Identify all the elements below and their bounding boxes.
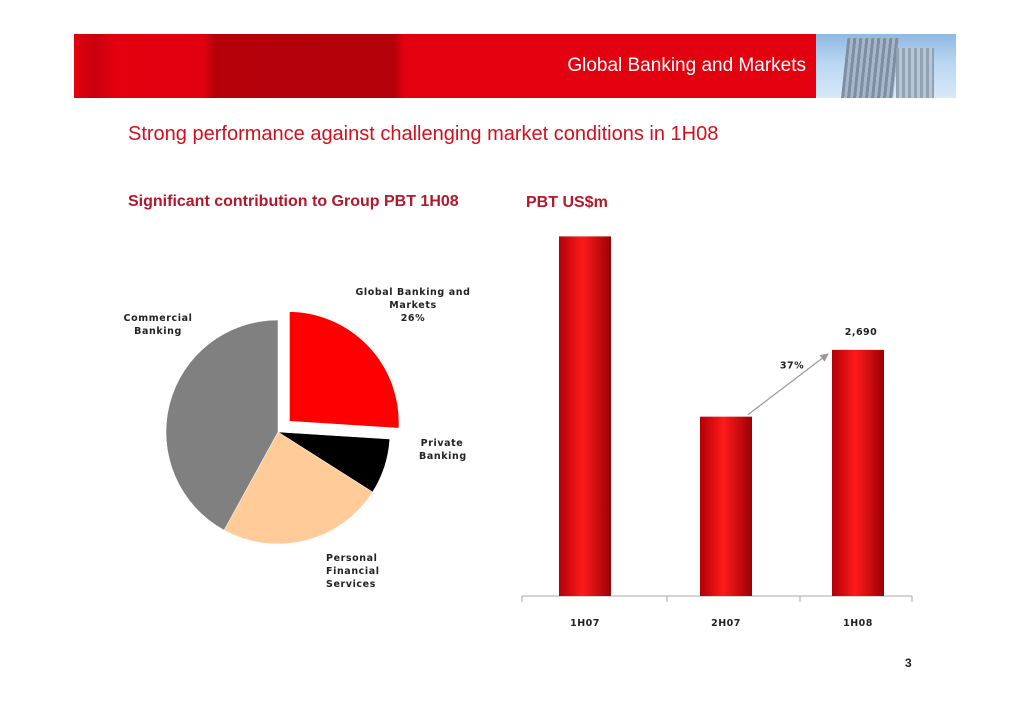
banner-background [74,34,816,98]
tower-shape [840,38,900,98]
bar-1H08 [832,349,884,596]
bar-1H07 [559,236,611,596]
pie-slice-3 [165,319,279,531]
pie-chart [165,308,402,545]
page-number: 3 [905,656,912,670]
pie-label-personal-financial: Personal Financial Services [326,553,380,590]
header-banner: Global Banking and Markets [74,34,956,98]
growth-annotation: 37% [780,360,804,371]
pie-label-commercial-banking: Commercial Banking [123,313,193,337]
pie-chart-title: Significant contribution to Group PBT 1H… [128,193,459,210]
x-tick-label-1H07: 1H07 [570,618,600,629]
pie-slice-2 [223,431,373,545]
tower-shape-small [896,48,934,98]
skyscraper-image [816,34,956,98]
slide-headline: Strong performance against challenging m… [128,123,719,145]
bar-chart-title: PBT US$m [526,194,608,211]
x-tick-label-1H08: 1H08 [843,618,873,629]
x-tick-label-2H07: 2H07 [711,618,741,629]
bar-chart: 1H07 2H07 1H08 2,690 37% [521,236,913,629]
banner-title: Global Banking and Markets [567,55,806,76]
pie-slice-0 [286,308,402,432]
growth-arrow [747,353,829,416]
bar-2H07 [700,416,752,596]
data-label-1H08: 2,690 [845,327,878,338]
pie-label-global-banking: Global Banking and Markets 26% [355,287,471,324]
pie-label-private-banking: Private Banking [419,438,467,462]
